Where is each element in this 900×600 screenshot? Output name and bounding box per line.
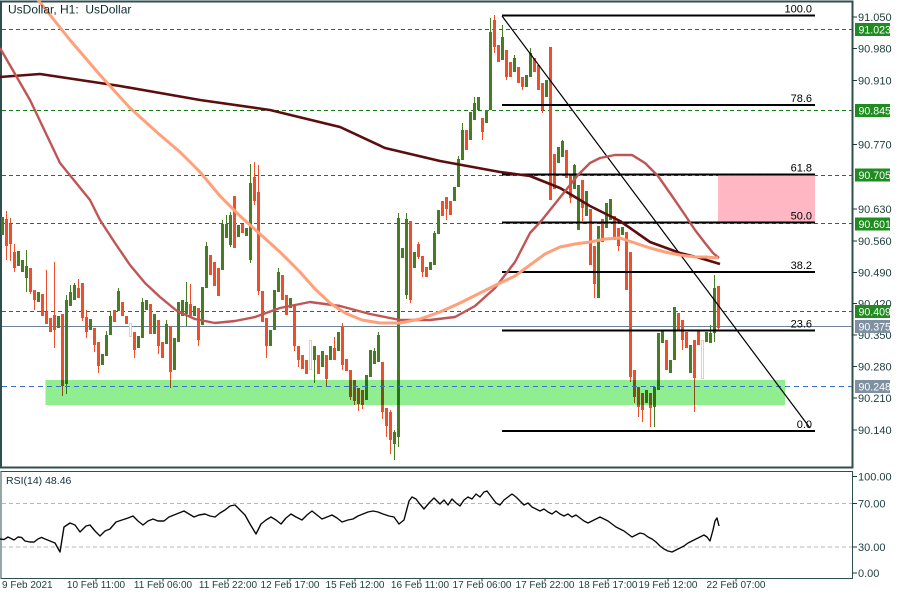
- svg-text:30.00: 30.00: [858, 542, 886, 554]
- svg-text:70.00: 70.00: [858, 499, 886, 511]
- svg-text:17 Feb 22:00: 17 Feb 22:00: [516, 580, 575, 591]
- svg-text:90.910: 90.910: [858, 76, 892, 88]
- svg-text:90.980: 90.980: [858, 44, 892, 56]
- svg-text:90.248: 90.248: [859, 381, 892, 393]
- svg-text:0.0: 0.0: [797, 419, 812, 431]
- svg-text:10 Feb 11:00: 10 Feb 11:00: [67, 580, 126, 591]
- svg-text:61.8: 61.8: [791, 163, 812, 175]
- svg-text:100.0: 100.0: [784, 4, 812, 16]
- svg-text:90.140: 90.140: [858, 425, 892, 437]
- svg-text:38.2: 38.2: [791, 260, 812, 272]
- svg-text:90.210: 90.210: [858, 393, 892, 405]
- svg-text:12 Feb 17:00: 12 Feb 17:00: [261, 580, 320, 591]
- svg-text:15 Feb 12:00: 15 Feb 12:00: [326, 580, 385, 591]
- svg-text:22 Feb 07:00: 22 Feb 07:00: [707, 580, 766, 591]
- svg-text:UsDollar, H1: UsDollar: UsDollar, H1: UsDollar: [8, 3, 131, 17]
- svg-text:16 Feb 11:00: 16 Feb 11:00: [391, 580, 450, 591]
- svg-text:90.280: 90.280: [858, 362, 892, 374]
- svg-text:91.023: 91.023: [859, 24, 892, 36]
- svg-text:RSI(14) 48.46: RSI(14) 48.46: [6, 475, 72, 487]
- svg-text:90.409: 90.409: [859, 306, 892, 318]
- svg-text:0.00: 0.00: [858, 568, 879, 580]
- svg-text:9 Feb 2021: 9 Feb 2021: [2, 580, 53, 591]
- svg-text:11 Feb 06:00: 11 Feb 06:00: [134, 580, 193, 591]
- svg-text:90.375: 90.375: [859, 321, 892, 333]
- svg-text:23.6: 23.6: [791, 319, 812, 331]
- svg-text:90.490: 90.490: [858, 268, 892, 280]
- svg-text:100.00: 100.00: [858, 472, 892, 484]
- svg-text:90.845: 90.845: [859, 105, 892, 117]
- svg-text:91.050: 91.050: [858, 12, 892, 24]
- svg-text:90.705: 90.705: [859, 170, 892, 182]
- svg-text:90.560: 90.560: [858, 236, 892, 248]
- svg-text:18 Feb 17:00: 18 Feb 17:00: [579, 580, 638, 591]
- svg-text:50.0: 50.0: [791, 211, 812, 223]
- svg-text:78.6: 78.6: [791, 93, 812, 105]
- svg-text:11 Feb 22:00: 11 Feb 22:00: [199, 580, 258, 591]
- svg-text:19 Feb 12:00: 19 Feb 12:00: [639, 580, 698, 591]
- svg-text:90.770: 90.770: [858, 140, 892, 152]
- svg-text:90.601: 90.601: [859, 219, 892, 231]
- svg-text:90.630: 90.630: [858, 204, 892, 216]
- svg-text:17 Feb 06:00: 17 Feb 06:00: [453, 580, 512, 591]
